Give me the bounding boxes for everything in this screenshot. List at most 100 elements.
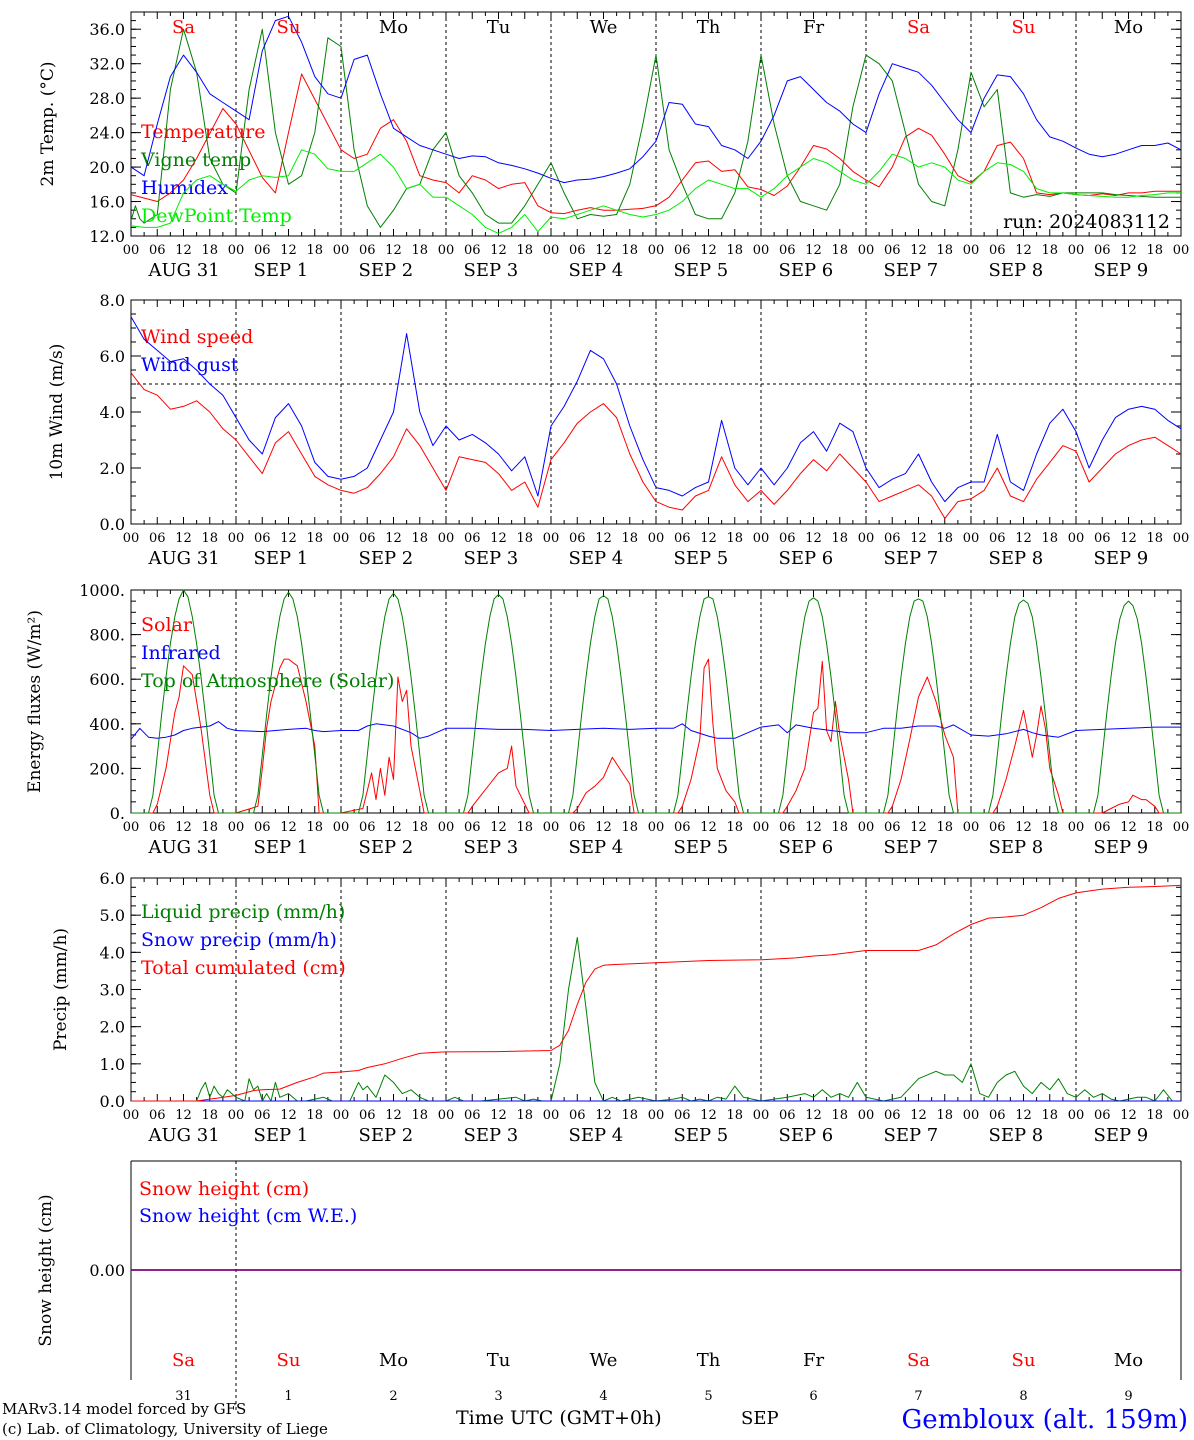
hour-label: 18 [306, 531, 323, 546]
day-number: 3 [494, 1389, 502, 1404]
hour-label: 00 [963, 243, 980, 258]
y-tick-label: 400. [89, 715, 125, 734]
y-tick-label: 0.0 [100, 515, 125, 534]
hour-label: 12 [595, 1108, 612, 1123]
hour-label: 18 [621, 243, 638, 258]
hour-label: 18 [936, 1108, 953, 1123]
panel-snow: 0.00 Snow height (cm) Snow height (cm) Snow… [36, 1160, 1182, 1411]
panel-energy: 00 06 12 18 AUG 31 00 06 12 18 SEP 1 00 06 12 18 SEP 2… [25, 581, 1189, 858]
series-line-dewpoint-temp [130, 149, 1181, 234]
y-tick-label: 20.0 [89, 158, 125, 177]
hour-label: 12 [595, 243, 612, 258]
y-tick-label: 6.0 [100, 869, 125, 888]
hour-label: 00 [228, 1108, 245, 1123]
date-label: SEP 4 [569, 260, 624, 281]
hour-label: 18 [936, 243, 953, 258]
hour-label: 00 [1068, 243, 1085, 258]
date-label: AUG 31 [148, 260, 220, 281]
hour-label: 00 [543, 243, 560, 258]
hour-label: 12 [1120, 820, 1137, 835]
hour-label: 06 [149, 1108, 166, 1123]
hour-label: 18 [1146, 1108, 1163, 1123]
legend-entry: Snow height (cm) [139, 1178, 309, 1200]
hour-label: 00 [963, 1108, 980, 1123]
hour-label: 12 [175, 531, 192, 546]
time-axis-title: Time UTC (GMT+0h) [456, 1407, 662, 1429]
hour-label: 18 [516, 820, 533, 835]
date-label: SEP 2 [359, 260, 414, 281]
hour-label: 06 [989, 1108, 1006, 1123]
hour-label: 12 [490, 531, 507, 546]
weekday-label: We [590, 1350, 618, 1371]
hour-label: 06 [989, 243, 1006, 258]
hour-label: 12 [1120, 531, 1137, 546]
hour-label: 00 [543, 1108, 560, 1123]
hour-label: 18 [831, 1108, 848, 1123]
hour-label: 18 [306, 820, 323, 835]
weekday-label: Mo [1114, 1350, 1143, 1371]
hour-label: 00 [648, 1108, 665, 1123]
hour-label: 00 [1173, 1108, 1190, 1123]
hour-label: 00 [858, 531, 875, 546]
weekday-label: Su [277, 1350, 301, 1371]
weekday-label: Sa [172, 1350, 195, 1371]
y-tick-label: 1.0 [100, 1055, 125, 1074]
legend-entry: DewPoint Temp [141, 205, 292, 227]
hour-label: 00 [1068, 531, 1085, 546]
hour-label: 18 [411, 243, 428, 258]
day-number: 8 [1019, 1389, 1027, 1404]
hour-label: 12 [805, 1108, 822, 1123]
panel-wind: 00 06 12 18 AUG 31 00 06 12 18 SEP 1 00 06 12 18 SEP 2… [47, 291, 1189, 569]
hour-label: 00 [1173, 243, 1190, 258]
hour-label: 00 [333, 243, 350, 258]
hour-label: 00 [753, 531, 770, 546]
hour-label: 12 [280, 1108, 297, 1123]
hour-label: 18 [516, 531, 533, 546]
hour-label: 12 [175, 243, 192, 258]
hour-label: 18 [936, 531, 953, 546]
date-label: SEP 7 [884, 837, 939, 858]
plot-frame [130, 589, 1182, 814]
date-label: SEP 6 [779, 1125, 834, 1146]
panel-temperature: 00 06 12 18 AUG 31 00 06 12 18 SEP 1 00 06 12 18 SEP 2… [38, 11, 1190, 281]
hour-label: 00 [333, 531, 350, 546]
date-label: SEP 6 [779, 260, 834, 281]
hour-label: 00 [963, 820, 980, 835]
hour-label: 12 [175, 1108, 192, 1123]
hour-label: 12 [805, 820, 822, 835]
hour-label: 06 [1094, 243, 1111, 258]
hour-label: 18 [726, 1108, 743, 1123]
hour-label: 00 [438, 820, 455, 835]
date-label: SEP 8 [989, 260, 1044, 281]
hour-label: 18 [831, 820, 848, 835]
legend-entry: Infrared [141, 642, 221, 664]
weekday-label: We [590, 17, 618, 38]
hour-label: 12 [700, 243, 717, 258]
hour-label: 12 [385, 243, 402, 258]
y-tick-label: 0.0 [100, 1092, 125, 1111]
day-number: 6 [809, 1389, 817, 1404]
hour-label: 06 [569, 1108, 586, 1123]
weekday-label: Tu [487, 17, 511, 38]
date-label: SEP 1 [254, 1125, 309, 1146]
legend-entry: Liquid precip (mm/h) [141, 901, 345, 923]
hour-label: 06 [359, 243, 376, 258]
hour-label: 18 [1146, 243, 1163, 258]
day-number: 2 [389, 1389, 397, 1404]
y-axis-title: 2m Temp. (°C) [38, 61, 58, 186]
hour-label: 12 [490, 243, 507, 258]
date-label: SEP 3 [464, 1125, 519, 1146]
date-label: SEP 5 [674, 548, 729, 569]
hour-label: 12 [910, 1108, 927, 1123]
series-line-top-of-atmosphere-solar- [131, 589, 1181, 814]
hour-label: 06 [254, 1108, 271, 1123]
hour-label: 06 [464, 243, 481, 258]
date-label: SEP 8 [989, 837, 1044, 858]
date-label: AUG 31 [148, 548, 220, 569]
hour-label: 00 [858, 820, 875, 835]
hour-label: 18 [726, 531, 743, 546]
date-label: SEP 6 [779, 837, 834, 858]
hour-label: 00 [123, 820, 140, 835]
hour-label: 00 [648, 531, 665, 546]
hour-label: 18 [621, 1108, 638, 1123]
